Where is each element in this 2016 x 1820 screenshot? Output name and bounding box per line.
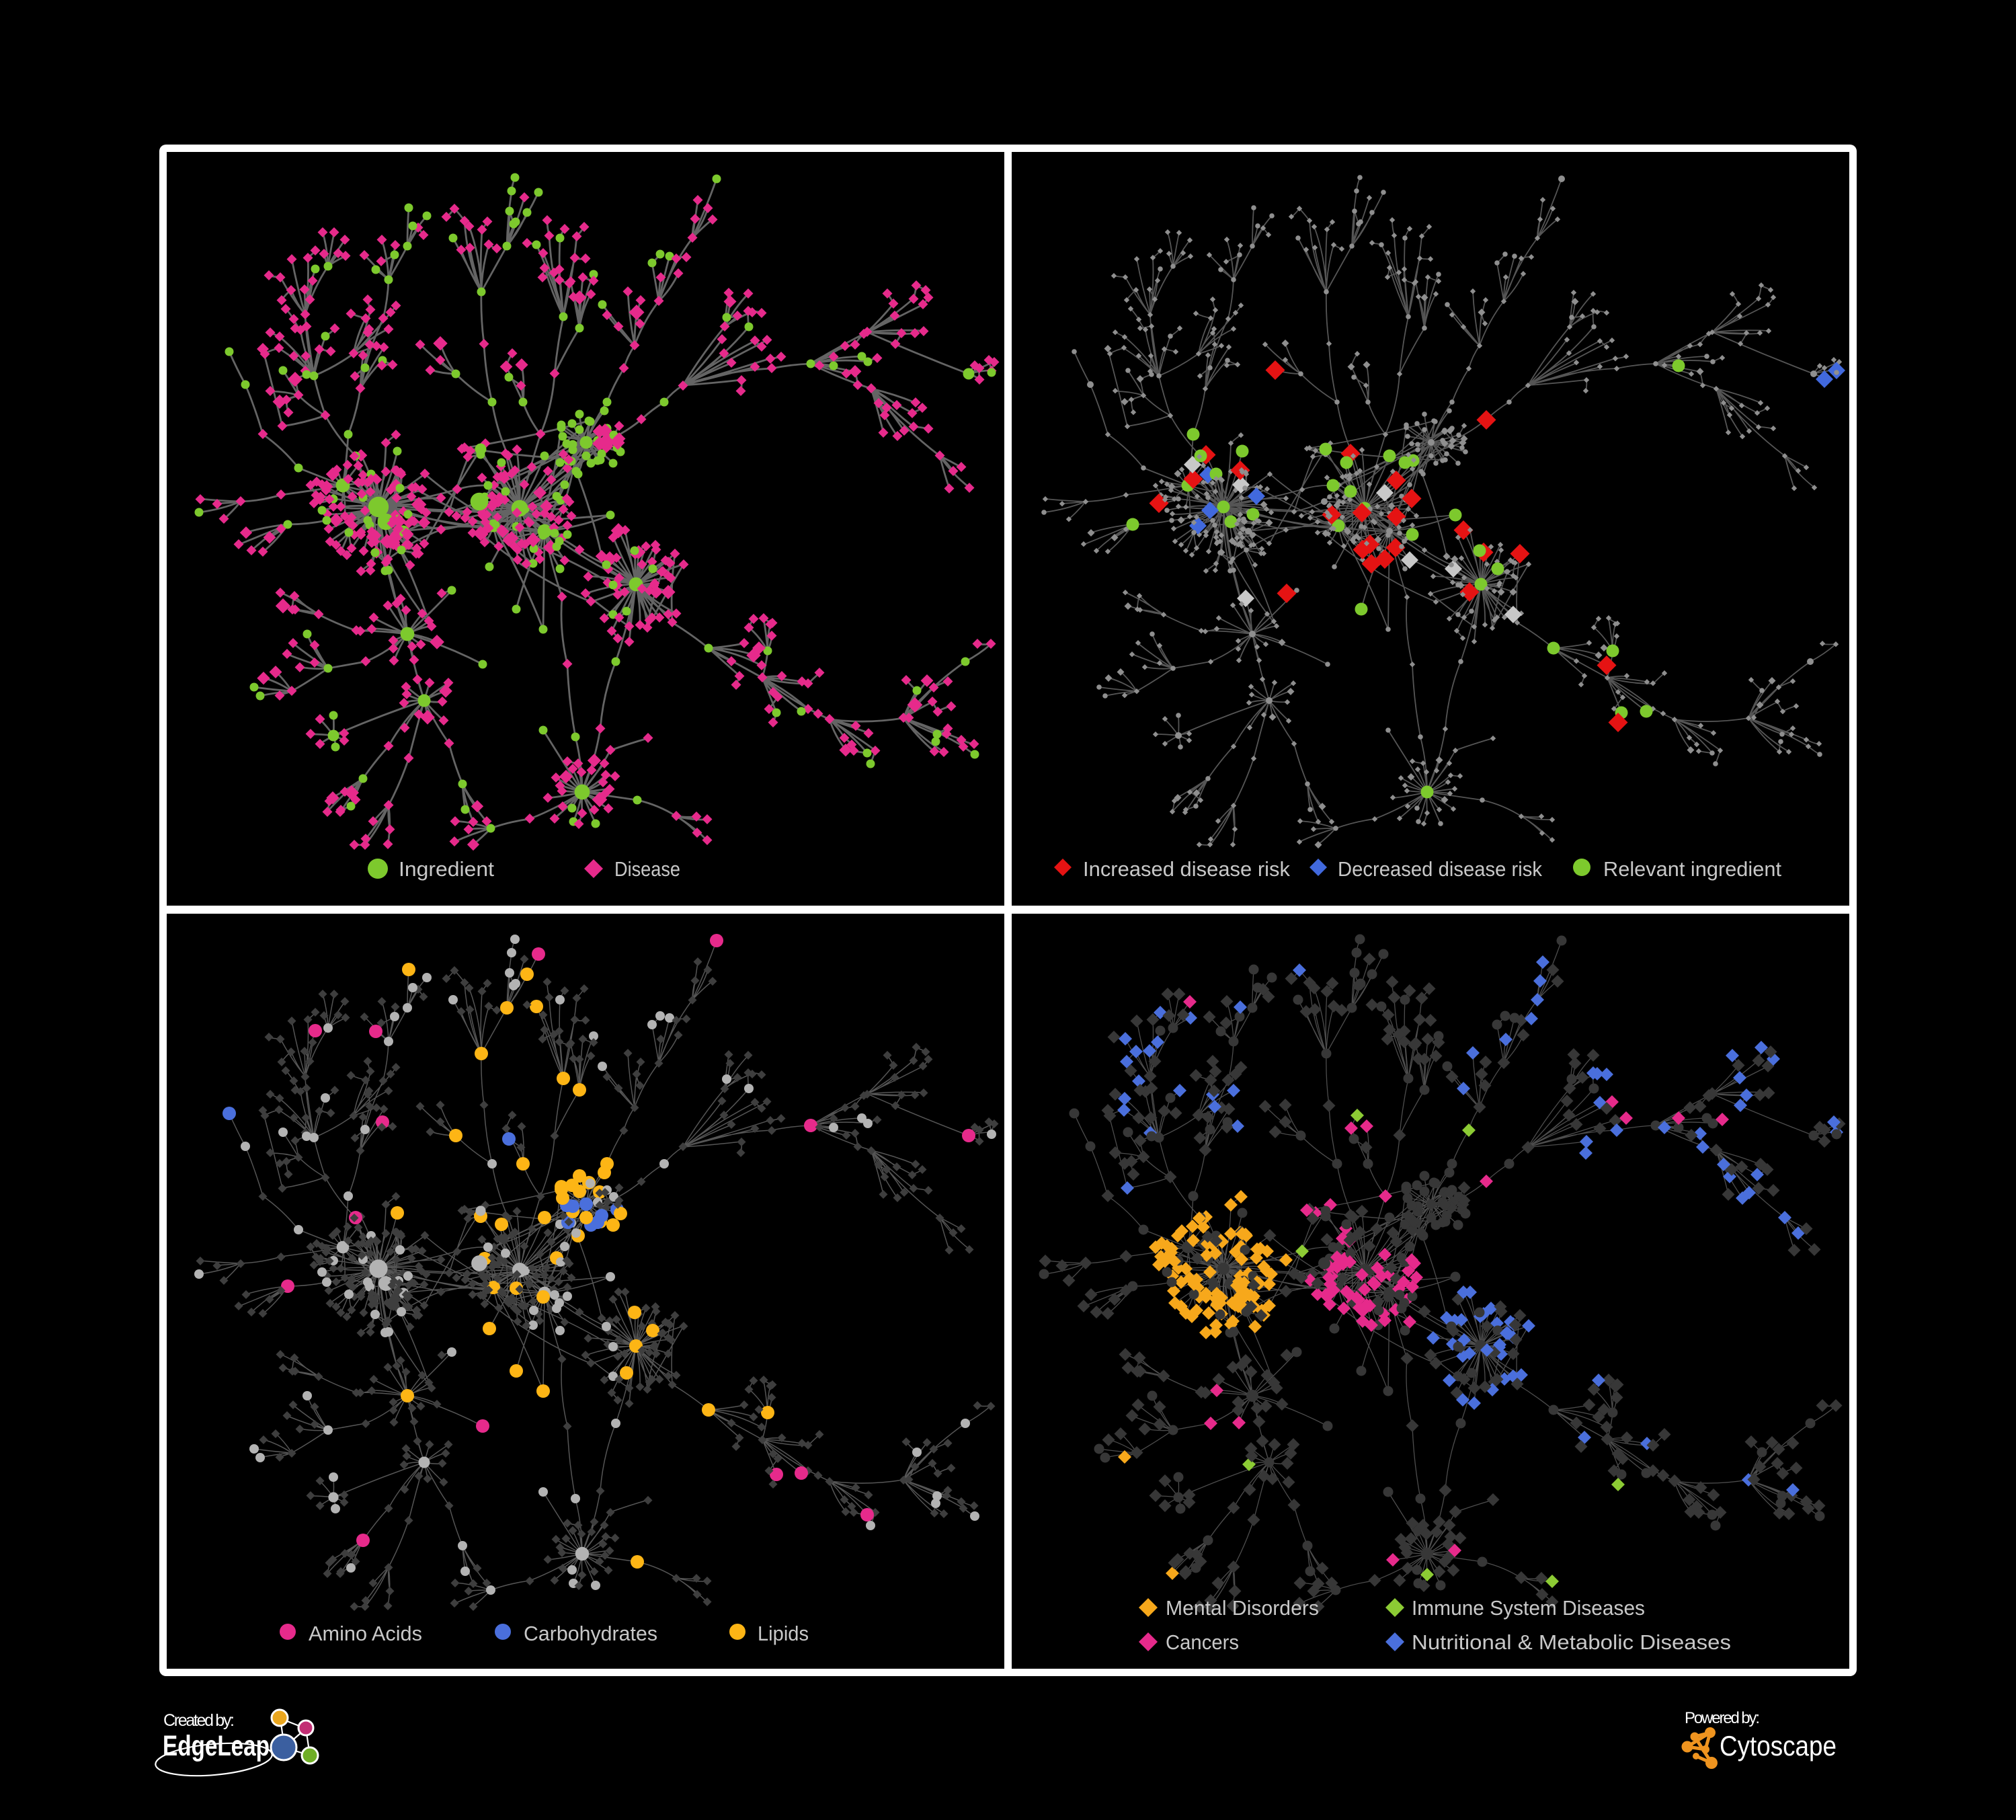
svg-text:Immune System Diseases: Immune System Diseases	[1412, 1596, 1645, 1620]
svg-text:Ingredient: Ingredient	[399, 857, 494, 881]
svg-text:Nutritional & Metabolic Diseas: Nutritional & Metabolic Diseases	[1412, 1630, 1731, 1654]
svg-text:Decreased disease risk: Decreased disease risk	[1338, 857, 1542, 881]
svg-text:Relevant ingredient: Relevant ingredient	[1603, 857, 1781, 881]
svg-text:Amino Acids: Amino Acids	[309, 1622, 422, 1645]
svg-text:Disease: Disease	[614, 857, 680, 881]
svg-text:Cancers: Cancers	[1166, 1630, 1239, 1654]
svg-text:Lipids: Lipids	[758, 1622, 809, 1645]
svg-text:EdgeLeap: EdgeLeap	[163, 1730, 270, 1762]
svg-text:Carbohydrates: Carbohydrates	[524, 1622, 657, 1645]
svg-text:Mental Disorders: Mental Disorders	[1166, 1596, 1319, 1620]
svg-text:Created by:: Created by:	[163, 1711, 235, 1730]
svg-text:Cytoscape: Cytoscape	[1720, 1730, 1837, 1762]
svg-text:Increased disease risk: Increased disease risk	[1083, 857, 1290, 881]
svg-text:Powered by:: Powered by:	[1685, 1709, 1760, 1727]
